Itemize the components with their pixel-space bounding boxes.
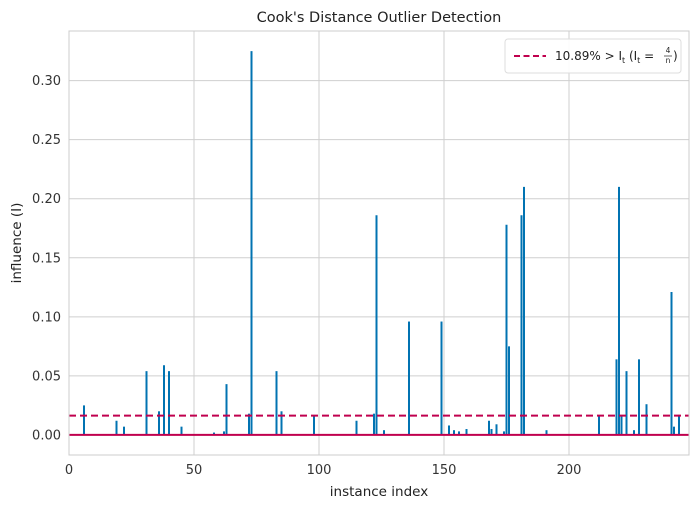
legend-label-close: ) — [673, 49, 678, 63]
y-tick-label-6: 0.30 — [32, 74, 61, 89]
y-tick-label-3: 0.15 — [32, 251, 61, 266]
legend-label-rest-sub: t — [637, 56, 640, 65]
legend-label-sub: t — [622, 56, 625, 65]
legend-label: 10.89% > It (It = — [555, 49, 654, 65]
chart-title: Cook's Distance Outlier Detection — [257, 10, 502, 26]
stem-series — [83, 51, 680, 435]
legend-label-rest: (I — [625, 49, 637, 63]
legend-label-eq: = — [640, 49, 654, 63]
y-tick-label-4: 0.20 — [32, 192, 61, 207]
legend-box — [504, 38, 682, 74]
legend-frac-den: n — [666, 56, 671, 65]
x-tick-label-3: 150 — [432, 463, 457, 478]
x-tick-label-1: 50 — [186, 463, 203, 478]
y-tick-label-1: 0.05 — [32, 369, 61, 384]
x-tick-label-2: 100 — [307, 463, 332, 478]
x-tick-label-4: 200 — [557, 463, 582, 478]
x-axis-title: instance index — [330, 484, 428, 500]
y-tick-label-0: 0.00 — [32, 428, 61, 443]
plot-frame — [68, 30, 690, 456]
y-axis-title: influence (I) — [9, 203, 25, 284]
y-tick-label-2: 0.10 — [32, 310, 61, 325]
y-tick-label-5: 0.25 — [32, 133, 61, 148]
y-tick-labels: 0.00 0.05 0.10 0.15 0.20 0.25 0.30 — [32, 74, 61, 443]
legend-label-main: 10.89% > I — [555, 49, 622, 63]
legend-frac-num: 4 — [666, 46, 671, 55]
x-tick-label-0: 0 — [65, 463, 73, 478]
plot-area — [69, 31, 689, 455]
x-tick-labels: 0 50 100 150 200 — [65, 463, 582, 478]
legend: 10.89% > It (It = 4 n ) — [504, 38, 682, 74]
